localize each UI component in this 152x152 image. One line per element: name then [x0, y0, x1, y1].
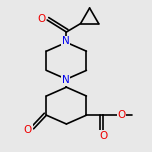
- Text: N: N: [62, 36, 69, 46]
- Text: O: O: [38, 14, 46, 24]
- Text: N: N: [62, 76, 69, 85]
- Text: O: O: [99, 131, 107, 141]
- Text: O: O: [117, 110, 126, 120]
- Text: O: O: [24, 125, 32, 135]
